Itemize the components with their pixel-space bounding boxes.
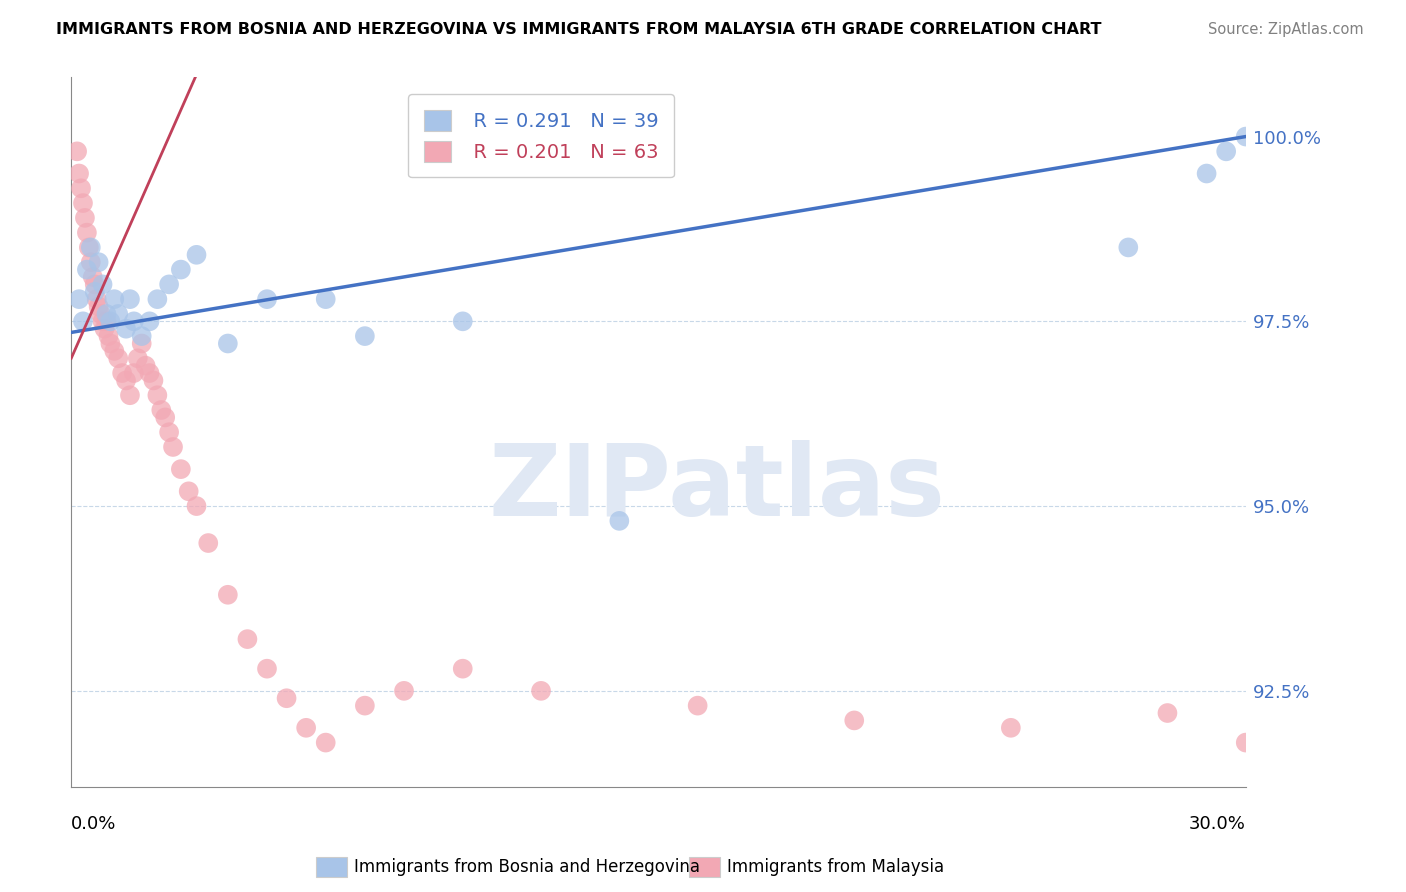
Point [1000,721,1022,735]
Point [177,484,200,499]
Point [315,292,337,306]
Point [77,240,100,254]
Point [103,343,125,358]
Point [354,698,377,713]
Point [76,262,98,277]
Point [93,322,115,336]
Point [83,277,105,292]
Point [127,351,149,366]
Point [118,292,141,306]
Point [170,462,193,476]
Point [186,499,208,513]
Text: 0.0%: 0.0% [72,815,117,833]
Point [87,300,110,314]
Point [142,374,165,388]
Point [256,292,278,306]
Text: 30.0%: 30.0% [1189,815,1246,833]
Point [72,314,94,328]
Point [146,292,169,306]
Point [118,388,141,402]
Text: ZIPatlas: ZIPatlas [489,441,946,538]
Point [82,270,104,285]
Point [686,698,709,713]
Point [131,336,153,351]
Point [97,329,120,343]
Point [315,735,337,749]
Point [1156,706,1178,720]
Point [197,536,219,550]
Point [146,388,169,402]
Point [138,314,160,328]
Point [1195,167,1218,181]
Point [83,285,105,299]
Point [170,262,193,277]
Point [451,662,474,676]
Point [131,329,153,343]
Point [111,366,134,380]
Point [1215,145,1237,159]
Point [100,314,122,328]
Point [66,145,89,159]
Point [138,366,160,380]
Point [107,307,129,321]
Point [844,714,866,728]
Point [70,181,93,195]
Point [157,425,180,440]
Point [86,292,108,306]
Point [87,255,110,269]
Point [354,329,377,343]
Point [1116,240,1139,254]
Point [103,292,125,306]
Point [67,167,90,181]
Point [96,314,118,328]
Point [236,632,259,646]
Point [1234,735,1257,749]
Point [1234,129,1257,144]
Legend:   R = 0.291   N = 39,   R = 0.201   N = 63: R = 0.291 N = 39, R = 0.201 N = 63 [408,95,673,178]
Point [135,359,157,373]
Point [76,226,98,240]
Point [609,514,631,528]
Point [276,691,298,706]
Point [90,307,112,321]
Point [96,307,118,321]
Point [451,314,474,328]
Point [122,366,145,380]
Text: Immigrants from Malaysia: Immigrants from Malaysia [727,858,943,876]
Text: IMMIGRANTS FROM BOSNIA AND HERZEGOVINA VS IMMIGRANTS FROM MALAYSIA 6TH GRADE COR: IMMIGRANTS FROM BOSNIA AND HERZEGOVINA V… [56,22,1102,37]
Text: Immigrants from Bosnia and Herzegovina: Immigrants from Bosnia and Herzegovina [354,858,700,876]
Point [72,196,94,211]
Text: Source: ZipAtlas.com: Source: ZipAtlas.com [1208,22,1364,37]
Point [186,248,208,262]
Point [256,662,278,676]
Point [80,255,103,269]
Point [115,374,138,388]
Point [153,410,176,425]
Point [80,240,103,254]
Point [107,351,129,366]
Point [295,721,318,735]
Point [162,440,184,454]
Point [115,322,138,336]
Point [157,277,180,292]
Point [67,292,90,306]
Point [91,314,114,328]
Point [122,314,145,328]
Point [530,683,553,698]
Point [91,277,114,292]
Point [392,683,415,698]
Point [150,403,173,417]
Point [217,336,239,351]
Point [73,211,96,225]
Point [217,588,239,602]
Point [100,336,122,351]
